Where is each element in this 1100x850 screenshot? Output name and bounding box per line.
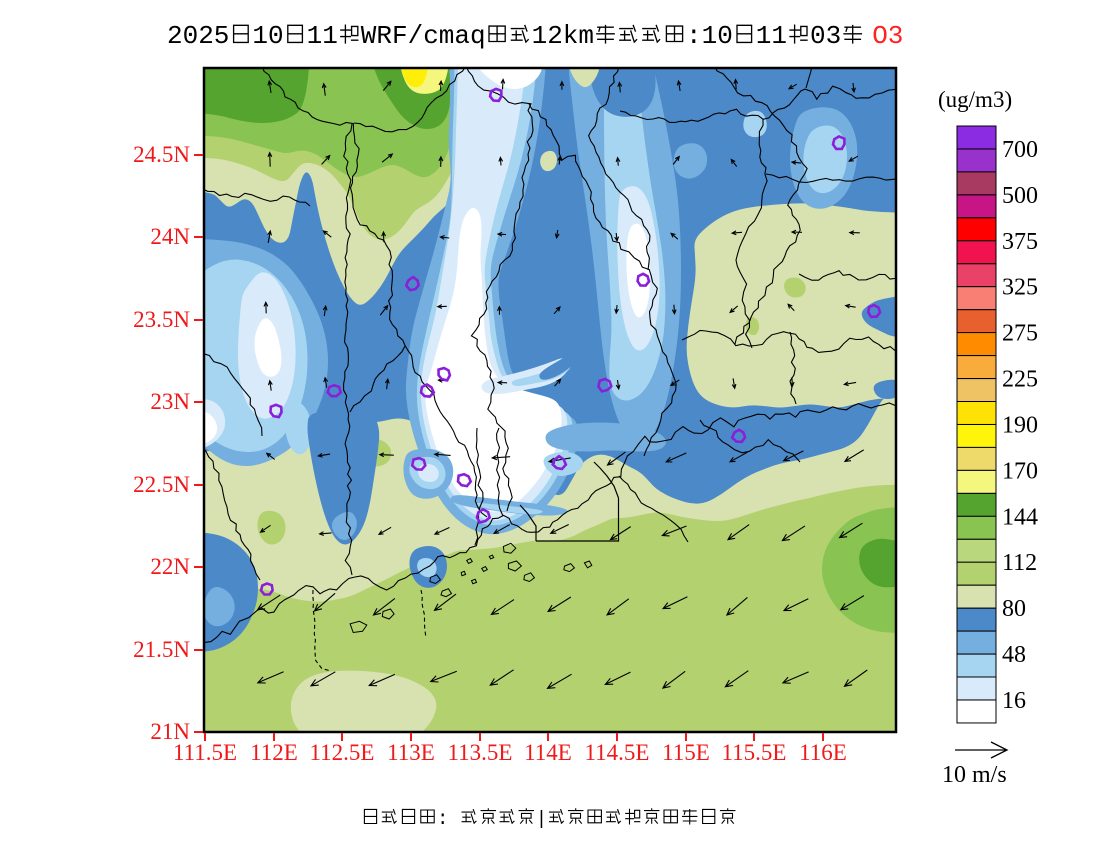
svg-text:16: 16 xyxy=(1002,688,1026,714)
svg-text:21.5N: 21.5N xyxy=(133,637,190,662)
svg-text:WRF/cmaq: WRF/cmaq xyxy=(361,21,486,51)
svg-text:115.5E: 115.5E xyxy=(722,740,787,765)
svg-text:(ug/m3): (ug/m3) xyxy=(938,87,1012,112)
svg-text:114E: 114E xyxy=(524,740,572,765)
svg-text:112: 112 xyxy=(1002,550,1037,576)
svg-text:22N: 22N xyxy=(150,554,190,579)
svg-text:113.5E: 113.5E xyxy=(448,740,513,765)
svg-text::: : xyxy=(437,808,460,830)
svg-text:115E: 115E xyxy=(662,740,710,765)
svg-text:11: 11 xyxy=(756,21,787,51)
svg-text:114.5E: 114.5E xyxy=(585,740,650,765)
svg-text:2025: 2025 xyxy=(167,21,229,51)
svg-text:375: 375 xyxy=(1002,229,1038,255)
svg-text:48: 48 xyxy=(1002,642,1026,668)
svg-text:190: 190 xyxy=(1002,413,1038,439)
svg-text:|: | xyxy=(536,808,547,830)
svg-text:12km: 12km xyxy=(532,21,594,51)
svg-text:22.5N: 22.5N xyxy=(133,472,190,497)
svg-text:23.5N: 23.5N xyxy=(133,307,190,332)
svg-text:325: 325 xyxy=(1002,275,1038,301)
svg-text:700: 700 xyxy=(1002,137,1038,163)
svg-text:113E: 113E xyxy=(387,740,435,765)
svg-text:24.5N: 24.5N xyxy=(133,142,190,167)
svg-text:80: 80 xyxy=(1002,596,1026,622)
svg-text:275: 275 xyxy=(1002,321,1038,347)
svg-text:500: 500 xyxy=(1002,183,1038,209)
svg-text:10: 10 xyxy=(702,21,733,51)
svg-text:111.5E: 111.5E xyxy=(173,740,237,765)
svg-text:10: 10 xyxy=(252,21,283,51)
svg-text:21N: 21N xyxy=(150,719,190,744)
svg-text:112E: 112E xyxy=(250,740,298,765)
svg-text:116E: 116E xyxy=(799,740,847,765)
svg-text:O3: O3 xyxy=(872,21,903,51)
svg-text:03: 03 xyxy=(810,21,841,51)
svg-text:10 m/s: 10 m/s xyxy=(942,762,1007,788)
svg-text:24N: 24N xyxy=(150,224,190,249)
svg-text:225: 225 xyxy=(1002,367,1038,393)
svg-text:112.5E: 112.5E xyxy=(310,740,375,765)
svg-text:144: 144 xyxy=(1002,504,1038,530)
svg-text:170: 170 xyxy=(1002,458,1038,484)
svg-text:23N: 23N xyxy=(150,389,190,414)
svg-text:11: 11 xyxy=(307,21,338,51)
svg-text::: : xyxy=(686,21,702,51)
